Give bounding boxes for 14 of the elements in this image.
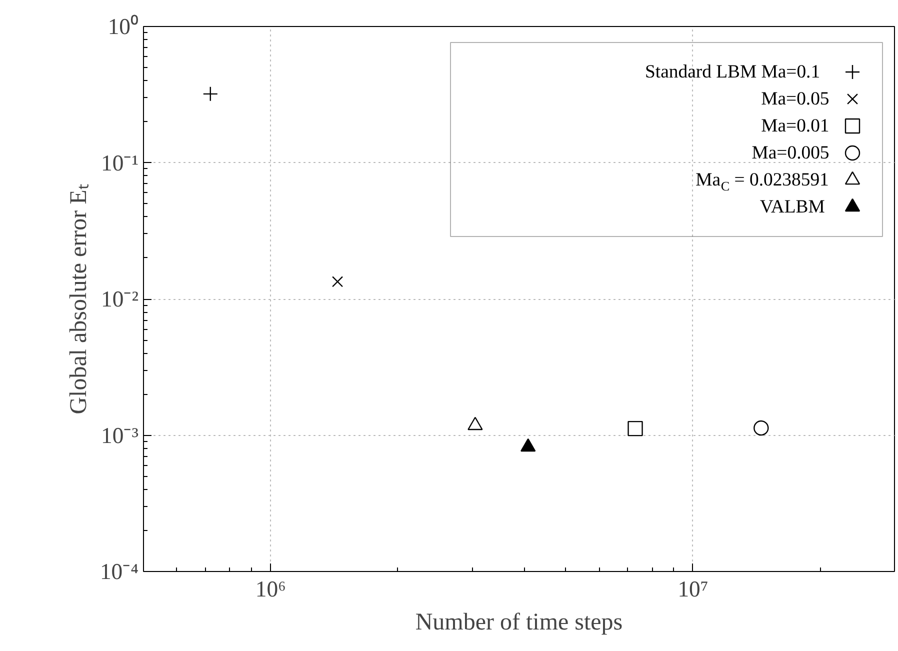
x-tick-label: 10⁷	[678, 576, 708, 602]
legend-label: VALBM	[760, 196, 826, 218]
legend-label: Standard LBM Ma=0.1	[644, 62, 820, 82]
y-tick-label: 10⁻²	[101, 286, 139, 312]
y-tick-label: 10⁰	[108, 14, 138, 39]
y-tick-label: 10⁻⁴	[100, 559, 139, 584]
y-tick-label: 10⁻¹	[101, 150, 139, 176]
y-axis-title: Global absolute error Eₜ	[66, 184, 92, 414]
x-tick-label: 10⁶	[255, 576, 286, 602]
legend-label: Ma=0.005	[752, 142, 830, 164]
legend-label: Ma=0.01	[761, 116, 830, 136]
y-tick-label: 10⁻³	[101, 422, 139, 448]
x-axis-title: Number of time steps	[415, 610, 623, 636]
legend-label: Ma=0.05	[761, 88, 830, 110]
